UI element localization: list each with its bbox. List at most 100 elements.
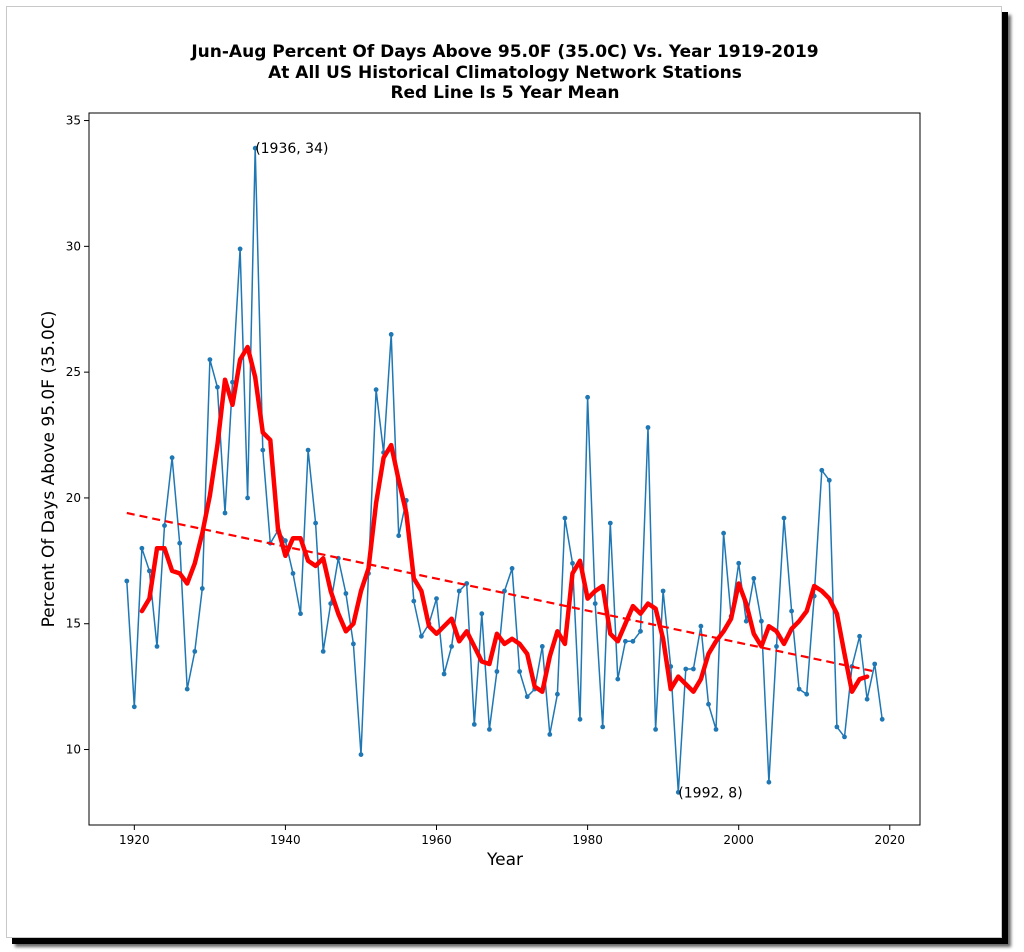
annual-data-point — [607, 520, 613, 526]
annual-data-point — [184, 686, 190, 692]
annual-data-point — [487, 727, 492, 732]
annual-data-point — [434, 596, 439, 601]
annual-data-point — [675, 789, 681, 795]
annual-data-point — [789, 608, 794, 614]
annual-data-point — [351, 641, 356, 647]
annual-data-point — [169, 455, 175, 461]
annual-data-point — [623, 638, 628, 644]
annual-series-points — [124, 145, 885, 795]
annual-data-point — [283, 538, 288, 544]
annual-data-point — [539, 644, 545, 649]
y-tick-label: 15 — [66, 617, 81, 631]
annual-data-point — [290, 571, 296, 576]
annual-data-point — [441, 671, 447, 677]
annual-data-point — [177, 540, 183, 546]
annual-data-point — [411, 598, 417, 604]
annual-data-point — [766, 779, 772, 785]
annual-data-point — [819, 467, 825, 473]
x-tick-label: 1980 — [572, 833, 603, 847]
x-tick-label: 2020 — [875, 833, 906, 847]
annual-data-point — [804, 691, 810, 697]
annual-data-point — [388, 332, 394, 337]
chart-title-line-3: Red Line Is 5 Year Mean — [390, 83, 619, 103]
annual-data-point — [252, 145, 258, 151]
annual-data-point — [615, 676, 621, 682]
annual-data-point — [162, 523, 167, 528]
annual-data-point — [774, 644, 779, 649]
point-annotation: (1992, 8) — [678, 785, 742, 801]
annual-data-point — [260, 447, 266, 453]
annual-data-point — [547, 732, 553, 737]
annual-data-point — [796, 686, 802, 692]
x-axis-ticks: 1920 1940 1960 1980 2000 2020 — [119, 825, 905, 847]
plot-frame — [88, 112, 921, 826]
annual-data-point — [471, 722, 477, 727]
y-tick-label: 25 — [66, 365, 81, 379]
annual-data-point — [215, 384, 220, 390]
annual-series-line — [126, 147, 883, 794]
point-annotation: (1936, 34) — [255, 141, 328, 157]
annual-data-point — [237, 246, 243, 252]
annual-data-point — [245, 495, 251, 501]
y-tick-label: 35 — [66, 114, 81, 128]
annual-data-point — [147, 568, 152, 574]
annual-data-point — [509, 566, 515, 571]
annual-data-point — [691, 666, 696, 672]
annual-data-point — [358, 752, 364, 757]
annual-data-point — [781, 515, 787, 521]
annual-data-point — [298, 611, 303, 617]
annual-data-point — [328, 601, 334, 606]
x-tick-label: 1960 — [421, 833, 452, 847]
annual-data-point — [706, 701, 711, 707]
annual-data-point — [842, 734, 847, 740]
chart-title-line-2: At All US Historical Climatology Network… — [268, 63, 742, 83]
annual-data-point — [864, 696, 870, 702]
annual-data-point — [872, 661, 878, 667]
annual-data-point — [124, 578, 130, 584]
y-tick-label: 20 — [66, 491, 81, 505]
annual-data-point — [464, 581, 470, 586]
annual-data-point — [698, 623, 704, 629]
annual-data-point — [834, 724, 840, 730]
annual-data-point — [630, 638, 636, 644]
figure-frame — [6, 6, 1002, 938]
annual-data-point — [555, 691, 560, 697]
annual-data-point — [373, 387, 379, 393]
annual-data-point — [585, 394, 590, 400]
x-tick-label: 1940 — [270, 833, 301, 847]
annual-data-point — [305, 447, 311, 453]
annual-data-point — [826, 477, 832, 483]
annual-data-point — [456, 588, 462, 594]
annual-data-point — [524, 694, 530, 700]
annual-data-point — [449, 644, 454, 649]
annual-data-point — [736, 560, 742, 566]
chart-title-line-1: Jun-Aug Percent Of Days Above 95.0F (35.… — [190, 42, 818, 62]
annual-data-point — [592, 601, 598, 606]
annual-data-point — [879, 716, 885, 722]
annual-data-point — [192, 649, 198, 654]
annual-data-point — [479, 611, 485, 617]
annual-data-point — [743, 618, 749, 624]
y-tick-label: 30 — [66, 239, 81, 253]
plot-area: (1936, 34) (1992, 8) — [124, 141, 885, 801]
annual-data-point — [230, 379, 235, 385]
annual-data-point — [131, 704, 137, 710]
x-axis-label: Year — [486, 850, 523, 870]
annual-data-point — [751, 576, 757, 581]
annual-data-point — [683, 666, 689, 672]
annual-data-point — [759, 618, 764, 624]
annual-data-point — [600, 724, 606, 730]
x-tick-label: 2000 — [723, 833, 754, 847]
annual-data-point — [199, 586, 205, 591]
annual-data-point — [139, 545, 145, 551]
annual-data-point — [562, 515, 568, 521]
annual-data-point — [857, 633, 862, 639]
annual-data-point — [494, 669, 500, 674]
y-axis-ticks: 10 15 20 25 30 35 — [66, 114, 89, 757]
annual-data-point — [313, 520, 318, 526]
annual-data-point — [320, 649, 326, 654]
annual-data-point — [154, 644, 160, 649]
trend-line — [126, 511, 875, 673]
annual-data-point — [517, 669, 522, 674]
